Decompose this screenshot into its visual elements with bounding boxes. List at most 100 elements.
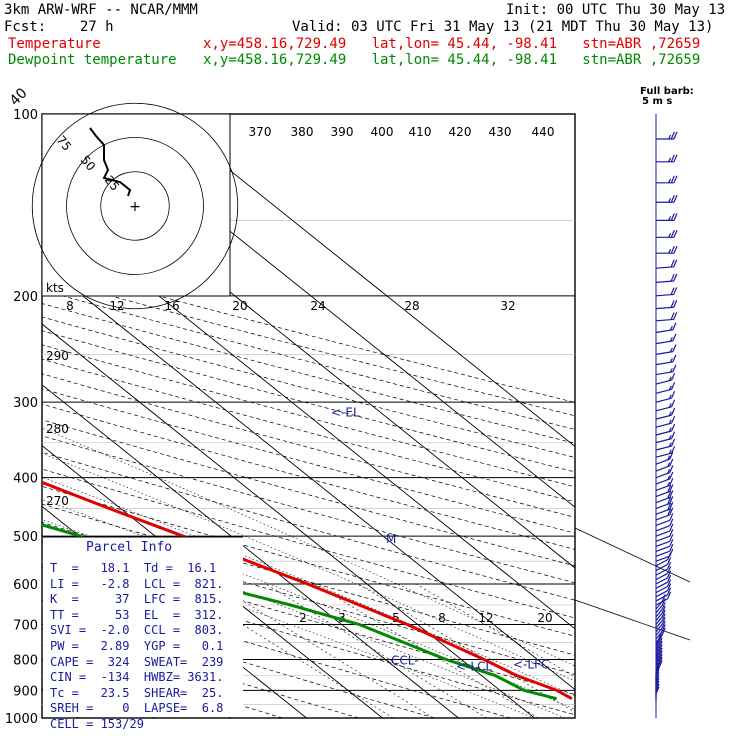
wind-barb-flag [661,613,666,621]
wind-barb-flag [667,502,672,511]
wind-barb-flag [673,230,678,238]
wind-barb-shaft [655,577,668,585]
wind-barb-shaft [655,559,668,567]
parcel-info-panel [43,537,243,717]
wind-barb [655,598,666,614]
wind-barb [655,501,674,515]
wind-barb-flag [655,672,660,680]
wind-barb-half [669,347,673,353]
wind-barb-flag [661,627,666,636]
wind-barb-flag [673,213,678,221]
wind-barb-flag [670,154,675,163]
skew-extension-line [574,527,691,583]
wind-barb-flag [658,654,663,662]
wind-barb-flag [658,641,663,649]
dewpoint-legend: Dewpoint temperature [8,52,177,68]
wind-barb-flag [670,259,675,268]
wind-barb-flag [670,213,675,221]
wind-barb [655,259,678,269]
theta-label: 390 [331,125,354,139]
wind-barb-shaft [655,379,672,385]
valid-time: Valid: 03 UTC Fri 31 May 13 (21 MDT Thu … [292,19,714,35]
wind-barb [655,471,674,485]
wind-barb-flag [661,598,666,606]
wind-barb-flag [673,312,678,320]
wind-barb-flag [667,570,672,579]
wind-barb-flag [658,630,663,639]
parcel-info-line: SREH = 0 LAPSE= 6.8 [50,701,224,715]
wind-barb [655,423,676,436]
wind-barb-flag [669,543,674,552]
wind-barb-flag [658,644,663,652]
theta-label: 410 [409,125,432,139]
wind-barb-flag [673,287,678,295]
wind-barb-flag [667,552,672,561]
wind-barb-shaft [655,484,670,492]
wind-barb-flag [655,678,660,686]
wind-barb-shaft [655,452,672,458]
wind-barb [655,513,674,527]
dry-adiabat-line [42,289,575,430]
wind-barb-flag [671,438,676,447]
temperature-profile [42,480,573,701]
wind-barb-flag [670,300,675,308]
wind-barb-flag [670,287,675,295]
wind-barb-flag [672,344,677,352]
wind-barb-flag [672,354,677,363]
theta-label: 280 [46,422,69,436]
wind-barb-shaft [655,535,670,542]
wind-barb-shaft [655,496,670,504]
wind-barb-shaft [655,340,674,345]
skew-extension-line [574,599,691,641]
init-time: Init: 00 UTC Thu 30 May 13 [506,2,726,18]
wind-barb-half [668,134,672,140]
wind-barb-flag [670,245,675,254]
wind-barb [655,579,672,594]
wind-barb-flag [669,478,674,486]
wind-barb-shaft [655,620,663,629]
hodograph-center: + [129,199,141,215]
isotherm-line [42,445,384,718]
parcel-info-line: LI = -2.8 LCL = 821. [50,577,224,591]
pressure-label: 600 [13,578,38,593]
wind-barb [655,451,674,465]
wind-barb [656,213,678,221]
isotherm-line [42,384,460,718]
temperature-location: x,y=458.16,729.49 lat,lon= 45.44, -98.41… [203,36,701,52]
wind-barb-shaft [655,465,670,472]
dewpoint-location: x,y=458.16,729.49 lat,lon= 45.44, -98.41… [203,52,701,68]
wind-barb-flag [671,445,676,454]
hodograph-box [41,113,231,297]
mixing-ratio-line [215,583,434,718]
wind-barb-flag [672,333,677,342]
wind-barb [655,518,674,532]
theta-label: 440 [532,125,555,139]
wind-barb [655,431,676,444]
wind-barb [655,557,672,572]
wind-barb [656,131,678,140]
wind-barb-shaft [655,519,670,527]
wind-barb-flag [669,451,674,460]
wind-barb-flag [655,675,660,683]
wind-barb-shaft [655,594,668,602]
wind-barb [655,602,666,618]
ccl-marker: CCL- [391,653,419,667]
pressure-label: 200 [13,290,38,305]
wind-barb-flag [669,513,674,521]
wind-barb-half [668,449,672,455]
wind-barb-flag [672,364,677,373]
wind-barb-flag [669,539,674,547]
wind-barb-shaft [655,478,670,485]
wind-barb-flag [661,620,666,629]
wind-barb-shaft [655,623,663,633]
mixing-ratio-label: 8 [438,611,446,625]
moist-adiabat-line [42,476,575,696]
wind-barb-flag [667,574,672,583]
parcel-info-line: CAPE = 324 SWEAT= 239 [50,655,224,669]
wind-barb-half [668,178,672,184]
wind-barb-flag [658,647,663,656]
wind-barb-shaft [655,471,670,479]
theta-label: 430 [489,125,512,139]
wind-barb-shaft [655,430,672,436]
